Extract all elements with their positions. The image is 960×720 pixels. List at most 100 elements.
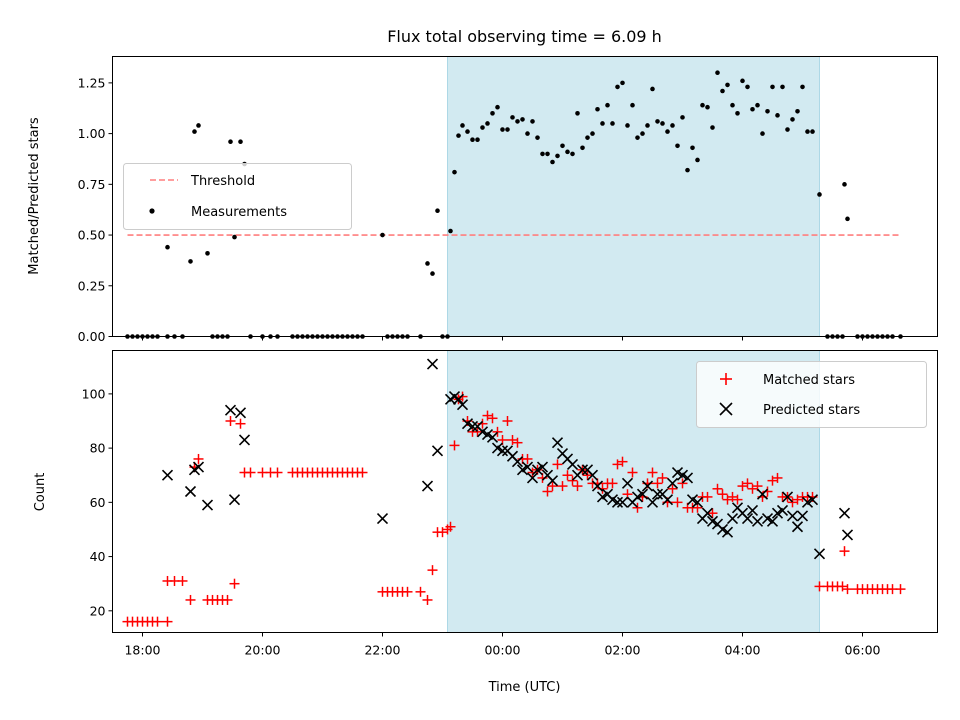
predicted-star-point [426,358,439,370]
predicted-star-point [546,475,559,487]
predicted-star-point [184,485,197,498]
predicted-star-point [586,469,599,481]
predicted-star-point [511,456,524,468]
matched-star-point [152,616,163,627]
matched-star-point [657,472,668,483]
legend-matched-label: Matched stars [763,373,855,388]
matched-star-point [552,459,563,470]
measurement-point [600,121,605,126]
predicted-star-point [756,488,769,500]
matched-star-point [272,467,283,478]
matched-star-point [742,478,753,489]
matched-star-point [712,483,723,494]
bottom-legend: Matched stars Predicted stars [696,361,927,428]
measurement-point [540,151,545,157]
measurement-point [760,131,765,136]
bottom-x-axis-label: Time (UTC) [488,680,561,695]
measurement-point [630,102,635,108]
top-ytick-label: 1.25 [78,75,106,90]
bottom-xtick-label: 06:00 [844,643,880,658]
measurement-point [192,129,197,134]
bottom-xtick-label: 18:00 [124,643,160,658]
matched-star-point [487,413,498,424]
measurement-point [710,125,715,130]
predicted-star-point [431,445,444,457]
measurement-point [435,208,440,214]
measurement-point [805,129,810,134]
measurement-point [500,127,505,132]
measurement-point [780,84,785,90]
predicted-star-point [611,496,624,508]
matched-star-point [492,426,503,437]
predicted-star-point [746,504,759,517]
predicted-star-point [666,477,679,489]
bottom-xtick-label: 02:00 [604,643,640,658]
predicted-star-point [641,480,654,492]
measurement-point [610,121,615,126]
predicted-stars-series [161,358,854,560]
predicted-star-point [726,513,739,525]
predicted-star-point [796,510,809,522]
top-y-axis-label: Matched/Predicted stars [27,117,42,275]
bottom-ytick-label: 100 [82,386,106,401]
matched-star-point [557,481,568,492]
legend-predicted-swatch [719,402,733,416]
measurement-point [640,131,645,136]
predicted-star-point [466,420,479,432]
matched-star-point [895,584,906,595]
measurement-point [425,261,430,266]
matched-star-point [225,416,236,426]
measurement-point [555,153,560,159]
measurement-point [715,70,720,76]
matched-star-point [839,546,850,557]
measurement-point [228,139,233,145]
measurement-point [475,137,480,142]
matched-star-point [522,453,533,464]
measurement-point [740,78,745,84]
matched-stars-series [122,391,906,627]
matched-star-point [572,481,583,492]
top-plot-frame [112,56,938,337]
measurement-point [645,123,650,128]
predicted-star-point [781,491,794,503]
predicted-star-point [526,472,539,484]
measurement-point [448,228,453,234]
measurement-point [842,182,847,187]
measurement-point [560,143,565,149]
measurement-point [238,139,243,145]
bottom-y-axis: 20 40 60 80 100 [82,386,113,618]
top-legend: Threshold Measurements [123,163,352,230]
measurement-point [685,167,690,173]
measurement-point [750,106,755,112]
predicted-star-point [456,399,469,411]
measurement-point [196,123,201,128]
measurement-point [745,84,750,90]
matched-star-point [672,497,683,508]
predicted-star-point [741,513,754,525]
measurement-point [470,137,475,142]
measurement-point [665,129,670,134]
measurement-point [545,151,550,157]
bottom-ytick-label: 40 [90,549,106,564]
measurement-point [520,117,525,122]
predicted-star-point [681,472,694,484]
top-ytick-label: 0.75 [78,177,106,192]
predicted-star-point [636,488,649,500]
predicted-star-point [646,496,659,508]
chart-title: Flux total observing time = 6.09 h [387,27,662,46]
matched-star-point [449,440,460,451]
matched-star-point [677,478,688,489]
legend-measurements-label: Measurements [191,205,287,220]
measurement-point [232,234,237,240]
measurement-point [785,127,790,132]
bottom-plot-frame [112,350,938,633]
matched-star-point [177,575,188,586]
matched-star-point [422,594,433,605]
measurement-point [817,192,822,197]
measurement-point [675,143,680,149]
predicted-star-point [421,480,434,492]
top-x-axis [142,336,863,341]
matched-star-point [702,491,713,502]
predicted-star-point [751,515,764,527]
predicted-star-point [591,480,604,492]
